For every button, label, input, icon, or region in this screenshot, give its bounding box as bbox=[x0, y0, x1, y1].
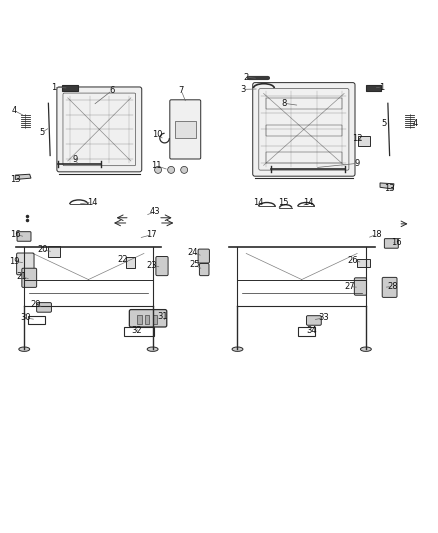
Text: 21: 21 bbox=[16, 272, 27, 281]
FancyBboxPatch shape bbox=[57, 87, 142, 172]
Text: 24: 24 bbox=[187, 248, 198, 257]
Text: 30: 30 bbox=[20, 313, 31, 322]
Polygon shape bbox=[380, 183, 394, 189]
Text: 25: 25 bbox=[189, 260, 199, 269]
Text: 3: 3 bbox=[240, 85, 246, 94]
FancyBboxPatch shape bbox=[129, 310, 167, 327]
FancyBboxPatch shape bbox=[354, 278, 367, 295]
FancyBboxPatch shape bbox=[156, 256, 168, 276]
Text: 1: 1 bbox=[51, 83, 56, 92]
Text: 29: 29 bbox=[30, 300, 41, 309]
Bar bbox=[137, 315, 141, 324]
FancyBboxPatch shape bbox=[37, 303, 51, 312]
Bar bbox=[298, 327, 315, 336]
Text: 12: 12 bbox=[352, 134, 363, 143]
Text: 14: 14 bbox=[87, 198, 97, 207]
Text: 26: 26 bbox=[348, 256, 358, 265]
Bar bbox=[153, 315, 157, 324]
Text: 2: 2 bbox=[244, 72, 249, 82]
Text: 43: 43 bbox=[150, 207, 160, 216]
Bar bbox=[358, 136, 371, 146]
Text: 15: 15 bbox=[278, 198, 289, 207]
Text: 4: 4 bbox=[413, 119, 418, 128]
Bar bbox=[175, 120, 196, 138]
Text: 27: 27 bbox=[344, 282, 355, 291]
Text: 10: 10 bbox=[152, 130, 162, 139]
Bar bbox=[357, 259, 370, 268]
Bar bbox=[266, 125, 342, 136]
Text: 13: 13 bbox=[11, 175, 21, 184]
FancyBboxPatch shape bbox=[17, 253, 34, 275]
Text: 33: 33 bbox=[318, 313, 329, 322]
Text: 1: 1 bbox=[380, 83, 385, 92]
Text: 34: 34 bbox=[306, 326, 317, 335]
Text: 13: 13 bbox=[384, 184, 395, 192]
Bar bbox=[48, 246, 60, 257]
Text: 9: 9 bbox=[73, 156, 78, 164]
Text: 20: 20 bbox=[37, 246, 48, 254]
Text: 16: 16 bbox=[10, 230, 21, 239]
FancyBboxPatch shape bbox=[382, 277, 397, 297]
Text: 14: 14 bbox=[303, 198, 314, 207]
FancyBboxPatch shape bbox=[307, 316, 321, 325]
Text: 22: 22 bbox=[117, 255, 127, 264]
Text: 31: 31 bbox=[157, 312, 168, 321]
FancyBboxPatch shape bbox=[17, 232, 31, 241]
Circle shape bbox=[155, 166, 162, 173]
Text: 17: 17 bbox=[146, 230, 157, 239]
Bar bbox=[28, 316, 45, 324]
Bar bbox=[126, 257, 135, 268]
FancyBboxPatch shape bbox=[170, 100, 201, 159]
Text: 11: 11 bbox=[151, 161, 161, 170]
Text: 18: 18 bbox=[371, 230, 382, 239]
Bar bbox=[124, 327, 154, 336]
Ellipse shape bbox=[147, 347, 158, 351]
Text: 28: 28 bbox=[387, 282, 398, 291]
FancyBboxPatch shape bbox=[199, 263, 209, 276]
Text: 8: 8 bbox=[282, 99, 287, 108]
FancyBboxPatch shape bbox=[385, 239, 398, 248]
Ellipse shape bbox=[19, 347, 30, 351]
Text: 6: 6 bbox=[110, 86, 115, 95]
Text: 5: 5 bbox=[381, 119, 386, 128]
Text: 4: 4 bbox=[12, 106, 17, 115]
Circle shape bbox=[181, 166, 187, 173]
Bar bbox=[266, 98, 342, 109]
Text: 23: 23 bbox=[146, 261, 157, 270]
Bar bbox=[145, 315, 149, 324]
Bar bbox=[366, 85, 381, 91]
FancyBboxPatch shape bbox=[22, 268, 37, 287]
Bar bbox=[62, 85, 78, 91]
Circle shape bbox=[168, 166, 175, 173]
Ellipse shape bbox=[232, 347, 243, 351]
Polygon shape bbox=[15, 174, 31, 180]
Text: 14: 14 bbox=[253, 198, 263, 207]
Text: 32: 32 bbox=[131, 326, 141, 335]
Text: 5: 5 bbox=[39, 128, 45, 137]
Text: 19: 19 bbox=[9, 257, 20, 266]
Text: 9: 9 bbox=[355, 159, 360, 168]
Bar bbox=[266, 152, 342, 163]
Ellipse shape bbox=[360, 347, 371, 351]
FancyBboxPatch shape bbox=[253, 83, 355, 176]
FancyBboxPatch shape bbox=[198, 249, 209, 263]
Text: 7: 7 bbox=[178, 86, 184, 95]
Text: 16: 16 bbox=[391, 238, 402, 247]
